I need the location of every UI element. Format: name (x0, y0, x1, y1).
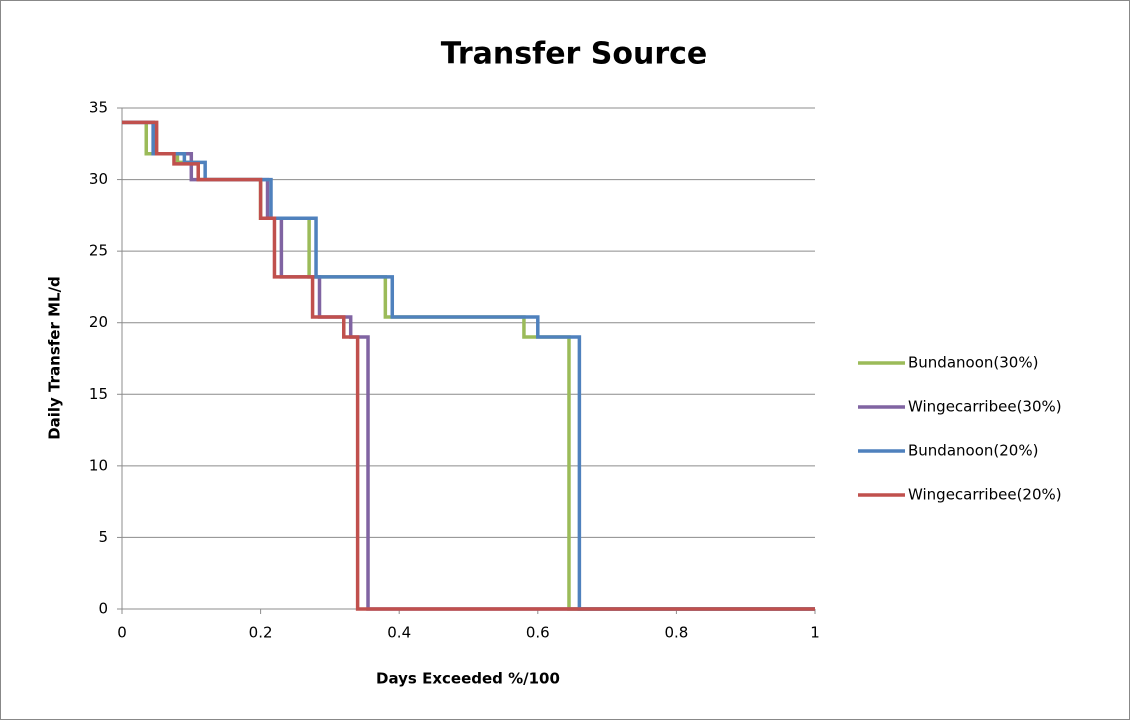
legend-label: Wingecarribee(30%) (908, 398, 1062, 416)
legend-label: Bundanoon(30%) (908, 354, 1038, 372)
y-tick-label: 0 (98, 600, 108, 618)
series-line (122, 120, 815, 611)
y-tick-label: 30 (89, 170, 108, 188)
y-tick-label: 15 (89, 385, 108, 403)
x-tick-label: 1 (810, 624, 820, 642)
legend-label: Wingecarribee(20%) (908, 486, 1062, 504)
series-line (122, 120, 815, 611)
y-tick-label: 20 (89, 313, 108, 331)
x-tick-label: 0.6 (526, 624, 550, 642)
x-axis-label: Days Exceeded %/100 (376, 670, 560, 688)
x-tick-label: 0 (117, 624, 127, 642)
y-tick-label: 5 (98, 528, 108, 546)
x-tick-label: 0.8 (664, 624, 688, 642)
y-tick-label: 35 (89, 99, 108, 117)
chart-title: Transfer Source (441, 37, 708, 72)
y-axis-label: Daily Transfer ML/d (46, 276, 64, 440)
x-tick-label: 0.4 (387, 624, 411, 642)
legend-label: Bundanoon(20%) (908, 442, 1038, 460)
y-tick-label: 10 (89, 456, 108, 474)
y-tick-label: 25 (89, 242, 108, 260)
x-tick-label: 0.2 (249, 624, 273, 642)
